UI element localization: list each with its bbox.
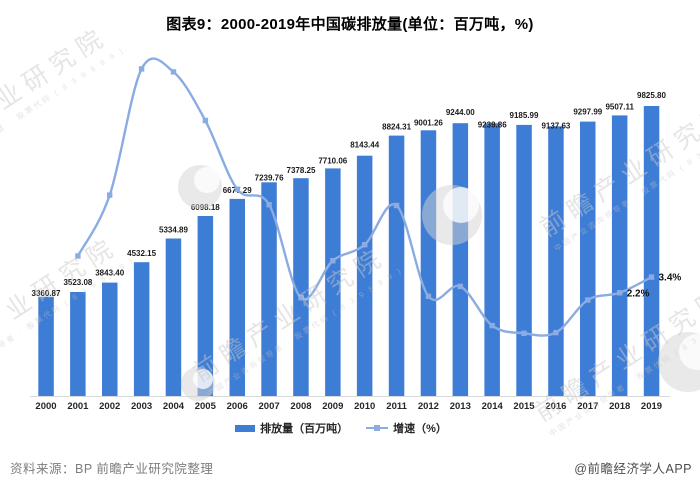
bar-2003 [133,262,150,396]
bar-2019 [643,106,660,396]
bar-2008 [293,178,309,396]
line-marker-2006 [234,186,240,192]
credit-note: @前瞻经济学人APP [574,462,692,476]
line-marker-2019 [648,274,655,280]
x-tick-2017: 2017 [577,401,598,412]
line-marker-2016 [553,329,559,336]
line-marker-icon [374,424,381,431]
bar-2005 [197,216,214,396]
bar-value-label-2018: 9507.11 [605,102,634,111]
bar-2001 [70,292,86,396]
bar-2011 [388,135,405,396]
bar-series-swatch [235,424,256,432]
legend: 排放量（百万吨） 增速（%） [0,420,682,436]
x-tick-2006: 2006 [227,401,248,412]
x-tick-2012: 2012 [418,401,439,412]
bar-2016 [548,126,564,397]
growth-label-2018: 2.2% [627,288,650,299]
chart-title: 图表9：2000-2019年中国碳排放量(单位：百万吨，%) [166,16,534,33]
x-tick-2007: 2007 [259,401,280,412]
x-tick-2011: 2011 [386,401,407,412]
line-marker-2004 [170,69,177,75]
source-note: 资料来源：BP 前瞻产业研究院整理 [10,462,214,476]
x-tick-2003: 2003 [131,401,152,412]
bar-value-label-2013: 9244.00 [446,108,475,117]
bar-value-label-2011: 8824.31 [382,123,411,132]
line-marker-2009 [330,258,336,264]
bar-value-label-2008: 7378.25 [287,166,316,175]
bar-value-label-2004: 5334.89 [159,226,188,235]
line-series-swatch [366,424,389,431]
line-marker-2012 [425,293,432,299]
bar-value-label-2002: 3843.40 [95,269,124,278]
bar-value-label-2017: 9297.99 [573,108,602,117]
line-marker-2003 [138,66,145,72]
footer: 资料来源：BP 前瞻产业研究院整理 @前瞻经济学人APP [10,458,692,477]
x-tick-2002: 2002 [99,401,120,412]
bar-2018 [611,115,628,397]
x-tick-2019: 2019 [641,401,662,412]
line-marker-2014 [489,322,495,329]
x-tick-2005: 2005 [195,401,217,412]
x-tick-2009: 2009 [322,401,343,412]
line-marker-2017 [585,297,591,303]
x-tick-2010: 2010 [354,401,375,412]
legend-label-growth: 增速（%） [393,423,447,435]
bar-value-label-2009: 7710.06 [318,156,347,165]
legend-item-growth: 增速（%） [366,420,447,436]
bar-2000 [38,296,54,396]
bar-2004 [165,238,182,396]
bar-2012 [420,130,437,397]
line-marker-2002 [107,192,113,198]
bar-value-label-2016: 9137.63 [541,121,570,130]
growth-label-2019: 3.4% [659,273,682,284]
bar-value-label-2005: 6098.18 [191,203,220,212]
bar-2002 [102,282,118,396]
x-tick-2016: 2016 [545,401,566,412]
x-tick-2008: 2008 [290,401,311,412]
bar-value-label-2015: 9185.99 [510,111,539,120]
bar-2007 [261,182,277,396]
line-marker-2011 [393,202,400,209]
x-tick-2014: 2014 [482,401,504,412]
growth-rate-line [76,57,653,337]
bar-value-label-2014: 9239.86 [478,120,507,129]
bar-value-label-2003: 4532.15 [127,249,156,258]
bar-value-label-2012: 9001.26 [414,118,443,127]
line-marker-2018 [617,290,623,296]
bar-value-label-2019: 9825.80 [637,91,666,100]
line-marker-2015 [521,330,527,336]
line-marker-2013 [457,283,463,290]
bar-2015 [516,124,532,397]
line-marker-2010 [362,242,368,248]
bar-value-label-2010: 8143.44 [350,141,379,150]
legend-label-emissions: 排放量（百万吨） [260,423,349,435]
line-marker-2007 [266,202,272,208]
bar-value-label-2000: 3360.87 [32,289,61,298]
bar-2006 [229,198,245,396]
bar-value-label-2007: 7239.76 [255,173,284,182]
x-tick-2000: 2000 [35,401,56,412]
bar-2013 [452,123,469,396]
bar-value-label-2001: 3523.08 [63,278,92,287]
x-tick-2004: 2004 [163,401,185,412]
legend-item-emissions: 排放量（百万吨） [235,420,348,436]
x-tick-2013: 2013 [450,401,471,412]
line-marker-2008 [298,295,304,301]
line-marker-2001 [75,253,81,259]
bar-2010 [356,155,373,396]
x-tick-2018: 2018 [609,401,630,412]
bar-2014 [484,123,500,397]
x-tick-2015: 2015 [513,401,535,412]
bar-2009 [325,168,341,396]
x-tick-2001: 2001 [67,401,89,412]
bar-2017 [580,121,596,396]
line-marker-2005 [202,117,209,124]
